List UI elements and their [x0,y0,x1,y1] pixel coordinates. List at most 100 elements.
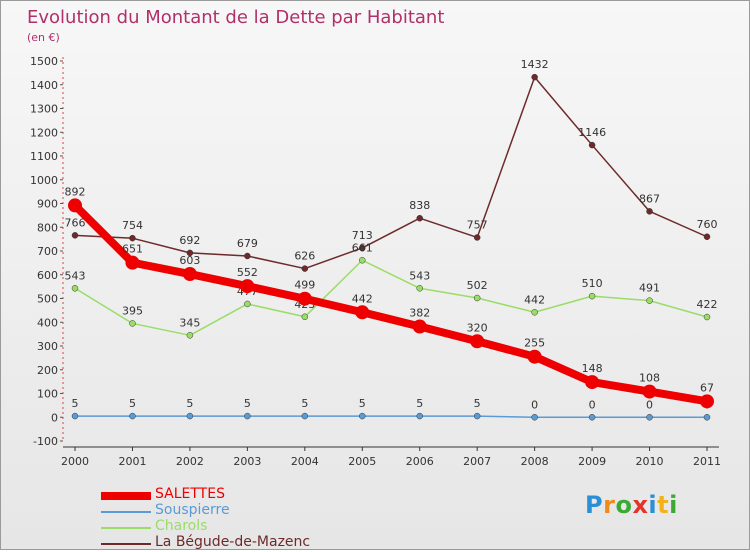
data-point [129,320,136,327]
x-tick-label: 2003 [233,455,261,468]
data-point [71,232,79,239]
data-point [186,412,194,420]
data-label: 838 [409,199,430,212]
data-point [186,332,194,339]
data-point [359,412,366,420]
data-label: 67 [700,381,714,394]
data-label: 0 [589,398,596,411]
data-label: 543 [65,269,86,282]
legend-label: SALETTES [155,486,225,502]
y-tick-label: 1300 [30,103,58,116]
legend-swatch [101,492,151,500]
data-point [416,285,423,292]
legend-label: La Bégude-de-Mazenc [155,534,311,550]
data-point [244,412,251,420]
data-label: 0 [531,398,538,411]
data-label: 692 [179,234,200,247]
x-tick-label: 2006 [406,455,434,468]
data-point [240,279,255,294]
data-label: 5 [474,397,481,410]
data-point [129,412,136,420]
x-tick-label: 2011 [693,455,721,468]
data-label: 255 [524,337,545,350]
y-tick-label: 1100 [30,150,58,163]
data-point [359,244,366,252]
data-label: 442 [524,293,545,306]
data-label: 543 [409,269,430,282]
data-label: 108 [639,372,660,385]
legend-swatch [101,543,151,545]
x-tick-label: 2005 [348,455,376,468]
data-point [129,234,136,242]
y-tick-label: 100 [37,388,58,401]
data-point [301,412,309,420]
x-tick-label: 2002 [176,455,204,468]
data-label: 757 [467,218,488,231]
data-label: 661 [352,241,373,254]
data-point [642,384,657,399]
data-label: 499 [294,279,315,292]
data-point [646,208,653,215]
data-point [531,309,538,316]
data-point [301,313,309,321]
series-line [74,259,708,337]
data-point [297,291,312,306]
chart-subtitle: (en €) [27,31,60,44]
data-point [68,198,82,213]
data-label: 382 [409,307,430,320]
y-tick-label: -100 [33,435,58,448]
x-tick-label: 2009 [578,455,606,468]
data-point [416,412,423,420]
data-label: 5 [416,397,423,410]
y-tick-label: 1400 [30,79,58,92]
data-label: 713 [352,229,373,242]
data-label: 5 [301,397,308,410]
y-tick-label: 800 [37,221,58,234]
data-label: 552 [237,266,258,279]
data-point [703,313,711,321]
data-point [531,73,538,81]
data-point [412,319,427,334]
data-label: 510 [582,277,603,290]
data-label: 626 [294,250,315,263]
data-point [585,375,600,390]
x-tick-label: 2007 [463,455,491,468]
data-label: 892 [65,185,86,198]
data-point [531,414,538,421]
y-tick-label: 700 [37,245,58,258]
data-label: 442 [352,292,373,305]
x-tick-label: 2001 [118,455,146,468]
data-label: 5 [72,397,79,410]
series-line [75,415,707,418]
data-point [359,257,366,264]
legend-swatch [101,527,151,529]
data-point [125,255,140,270]
y-tick-label: 1200 [30,126,58,139]
y-tick-label: 0 [51,411,58,424]
data-point [646,414,653,421]
data-label: 5 [244,397,251,410]
data-point [588,292,596,300]
data-point [473,412,481,420]
data-label: 345 [179,316,200,329]
data-label: 5 [359,397,366,410]
data-label: 502 [467,279,488,292]
data-point [470,334,485,349]
data-point [700,394,714,409]
data-point [473,294,481,302]
x-tick-label: 2008 [521,455,549,468]
data-point [527,349,542,364]
y-tick-label: 1500 [30,55,58,68]
x-tick-label: 2004 [291,455,319,468]
y-tick-label: 200 [37,364,58,377]
y-tick-label: 900 [37,198,58,211]
data-point [646,297,653,304]
data-point [473,234,481,241]
data-label: 603 [179,254,200,267]
data-label: 760 [697,218,718,231]
y-tick-label: 400 [37,316,58,329]
data-point [71,412,79,420]
legend-swatch [101,511,151,513]
y-tick-label: 1000 [30,174,58,187]
